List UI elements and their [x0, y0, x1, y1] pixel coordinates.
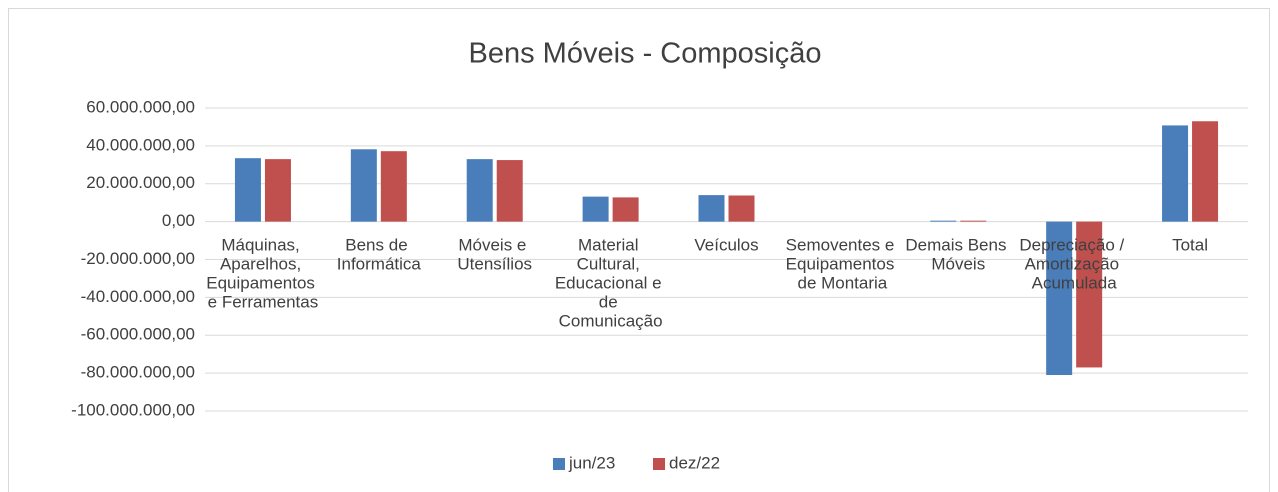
- y-tick-label: 40.000.000,00: [86, 135, 195, 154]
- bar: [612, 197, 639, 222]
- y-tick-label: -100.000.000,00: [71, 400, 195, 419]
- bar: [582, 196, 609, 222]
- bar: [264, 159, 291, 222]
- bar: [960, 220, 987, 222]
- x-tick-label: Demais Bens Móveis: [905, 236, 1011, 274]
- chart-title: Bens Móveis - Composição: [469, 38, 822, 70]
- x-tick-label: Bens de Informática: [337, 236, 422, 274]
- x-tick-label: Móveis e Utensílios: [457, 236, 532, 274]
- bar: [234, 158, 261, 222]
- bar: [380, 151, 407, 222]
- x-tick-label: Veículos: [694, 236, 758, 255]
- x-tick-label: Semoventes e Equipamentos de Montaria: [786, 236, 899, 293]
- legend-swatch: [553, 458, 565, 470]
- x-tick-label: Máquinas, Aparelhos, Equipamentos e Ferr…: [206, 236, 319, 312]
- y-tick-label: 0,00: [162, 211, 195, 230]
- x-tick-label: Depreciação / Amortização Acumulada: [1019, 236, 1129, 293]
- bar: [496, 160, 523, 222]
- x-tick-label: Material Cultural, Educacional e de Comu…: [555, 236, 667, 331]
- y-tick-label: -80.000.000,00: [81, 363, 195, 382]
- y-tick-label: -60.000.000,00: [81, 325, 195, 344]
- legend-swatch: [653, 458, 665, 470]
- y-tick-label: -40.000.000,00: [81, 287, 195, 306]
- x-tick-label: Total: [1172, 236, 1208, 255]
- legend-label: jun/23: [568, 453, 615, 472]
- bar: [1192, 121, 1219, 222]
- bar: [698, 195, 725, 222]
- bar: [930, 220, 957, 222]
- y-tick-label: -20.000.000,00: [81, 249, 195, 268]
- y-tick-label: 60.000.000,00: [86, 97, 195, 116]
- bar: [1076, 221, 1103, 368]
- bar: [350, 149, 377, 222]
- y-tick-label: 20.000.000,00: [86, 173, 195, 192]
- bar: [1162, 125, 1189, 222]
- bar: [728, 195, 755, 222]
- legend-label: dez/22: [669, 453, 720, 472]
- bar: [1046, 221, 1073, 376]
- bar: [466, 159, 493, 222]
